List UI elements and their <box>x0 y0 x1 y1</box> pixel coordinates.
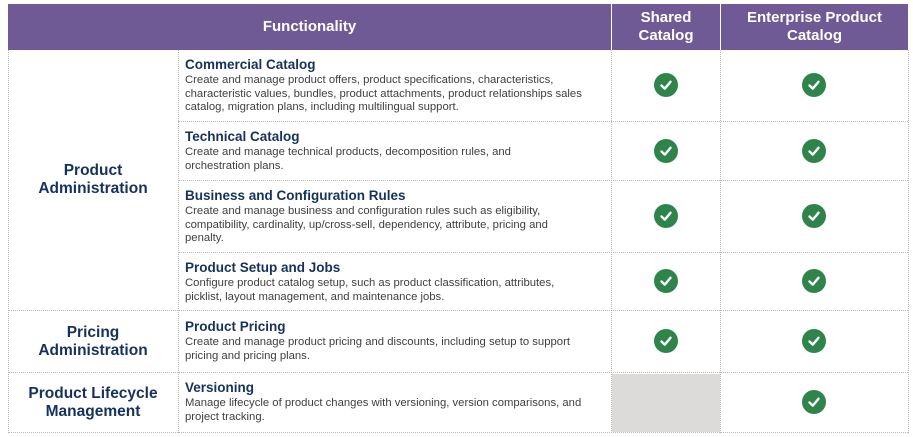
header-shared-catalog-label: Shared Catalog <box>638 9 694 44</box>
row-divider <box>8 310 908 311</box>
feature-description: Manage lifecycle of product changes with… <box>185 397 582 423</box>
feature-title: Product Setup and Jobs <box>185 260 341 275</box>
group-label: Pricing Administration <box>38 323 148 359</box>
group-label: Product Administration <box>38 162 148 197</box>
check-circle-icon <box>802 269 826 293</box>
check-circle-icon <box>802 390 826 414</box>
column-divider <box>611 50 612 433</box>
check-circle-icon <box>802 139 826 163</box>
feature-product-setup-jobs: Product Setup and Jobs Configure product… <box>185 260 605 304</box>
feature-title: Business and Configuration Rules <box>185 188 406 203</box>
feature-description: Create and manage business and configura… <box>185 205 548 244</box>
header-enterprise-catalog: Enterprise Product Catalog <box>721 4 908 50</box>
row-divider <box>178 180 908 181</box>
feature-description: Create and manage product offers, produc… <box>185 74 582 113</box>
feature-title: Commercial Catalog <box>185 57 316 72</box>
group-product-lifecycle-management: Product Lifecycle Management <box>8 373 178 432</box>
group-product-administration: Product Administration <box>8 50 178 310</box>
column-divider <box>720 50 721 433</box>
feature-title: Technical Catalog <box>185 129 300 144</box>
check-circle-icon <box>654 139 678 163</box>
feature-title: Versioning <box>185 380 255 395</box>
column-divider <box>908 50 909 433</box>
check-circle-icon <box>802 329 826 353</box>
row-divider <box>178 252 908 253</box>
feature-title: Product Pricing <box>185 319 286 334</box>
group-label: Product Lifecycle Management <box>28 384 158 420</box>
check-circle-icon <box>654 329 678 353</box>
feature-description: Configure product catalog setup, such as… <box>185 277 555 303</box>
feature-business-configuration-rules: Business and Configuration Rules Create … <box>185 188 605 246</box>
feature-product-pricing: Product Pricing Create and manage produc… <box>185 319 605 363</box>
feature-versioning: Versioning Manage lifecycle of product c… <box>185 380 605 424</box>
column-divider <box>178 50 179 433</box>
feature-description: Create and manage technical products, de… <box>185 146 511 172</box>
check-circle-icon <box>802 73 826 97</box>
feature-technical-catalog: Technical Catalog Create and manage tech… <box>185 129 605 173</box>
row-divider <box>178 121 908 122</box>
row-divider <box>8 432 908 433</box>
header-enterprise-catalog-label: Enterprise Product Catalog <box>746 9 883 44</box>
not-available-cell <box>612 374 720 432</box>
column-divider <box>8 50 9 433</box>
feature-description: Create and manage product pricing and di… <box>185 336 570 362</box>
check-circle-icon <box>654 204 678 228</box>
header-shared-catalog: Shared Catalog <box>612 4 720 50</box>
header-functionality: Functionality <box>8 4 611 50</box>
check-circle-icon <box>654 73 678 97</box>
group-pricing-administration: Pricing Administration <box>8 311 178 372</box>
check-circle-icon <box>802 204 826 228</box>
header-functionality-label: Functionality <box>262 18 357 35</box>
check-circle-icon <box>654 269 678 293</box>
feature-commercial-catalog: Commercial Catalog Create and manage pro… <box>185 57 605 115</box>
row-divider <box>8 372 908 373</box>
